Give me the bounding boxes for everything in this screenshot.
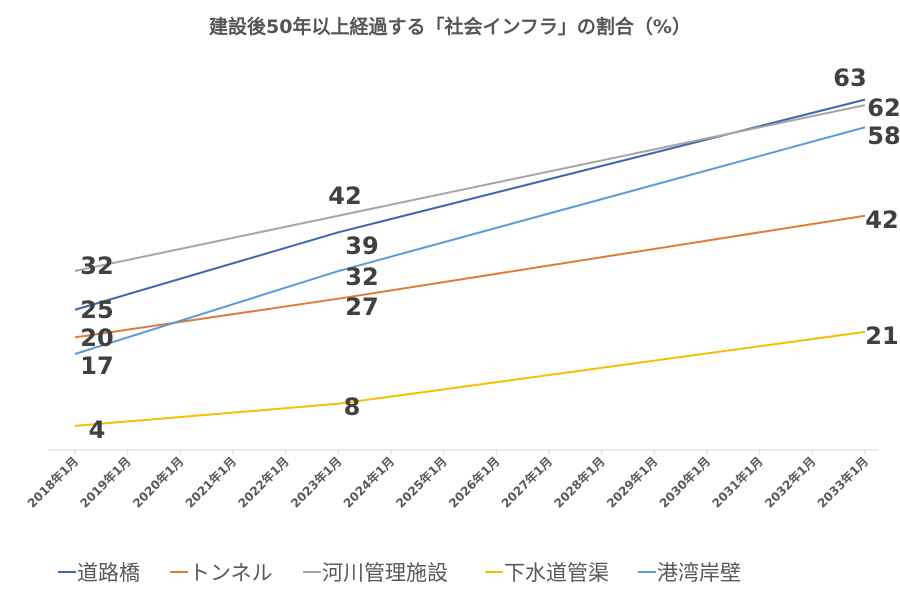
x-tick-label: 2021年1月 xyxy=(182,454,239,511)
legend-label: 河川管理施設 xyxy=(322,561,448,585)
x-tick-label: 2025年1月 xyxy=(393,454,450,511)
x-tick-label: 2032年1月 xyxy=(761,454,818,511)
series-line-2 xyxy=(74,104,866,273)
data-label: 32 xyxy=(345,263,378,291)
x-tick-label: 2031年1月 xyxy=(709,454,766,511)
x-tick-label: 2020年1月 xyxy=(129,454,186,511)
legend-item: トンネル xyxy=(170,561,273,585)
data-label: 32 xyxy=(80,252,113,280)
data-label: 58 xyxy=(867,122,900,150)
legend-item: 道路橋 xyxy=(58,561,140,585)
x-tick-label: 2022年1月 xyxy=(235,454,292,511)
legend-item: 下水道管渠 xyxy=(485,561,609,585)
data-label: 25 xyxy=(80,296,113,324)
series-line-0 xyxy=(74,98,866,311)
x-tick-label: 2018年1月 xyxy=(24,454,81,511)
data-label: 21 xyxy=(865,322,898,350)
series-line-4 xyxy=(74,126,866,355)
x-tick-label: 2019年1月 xyxy=(77,454,134,511)
series-line-1 xyxy=(74,214,866,339)
data-label: 39 xyxy=(345,232,378,260)
data-label: 4 xyxy=(89,416,106,444)
data-label: 8 xyxy=(344,393,361,421)
x-tick-label: 2029年1月 xyxy=(603,454,660,511)
data-label: 62 xyxy=(867,94,900,122)
legend-item: 河川管理施設 xyxy=(303,561,448,585)
chart-title: 建設後50年以上経過する「社会インフラ」の割合（%） xyxy=(209,15,691,38)
data-label: 20 xyxy=(80,324,113,352)
x-tick-label: 2027年1月 xyxy=(498,454,555,511)
x-tick-label: 2028年1月 xyxy=(551,454,608,511)
data-label: 42 xyxy=(865,206,898,234)
series-line-3 xyxy=(74,330,866,427)
x-tick-label: 2024年1月 xyxy=(340,454,397,511)
legend-label: トンネル xyxy=(189,561,273,585)
x-tick-label: 2023年1月 xyxy=(287,454,344,511)
data-label: 17 xyxy=(80,352,113,380)
data-label: 63 xyxy=(833,64,866,92)
legend-label: 下水道管渠 xyxy=(504,561,609,585)
legend-label: 道路橋 xyxy=(77,561,140,585)
x-tick-label: 2030年1月 xyxy=(656,454,713,511)
data-label: 42 xyxy=(328,182,361,210)
legend-item: 港湾岸壁 xyxy=(638,561,741,585)
legend-label: 港湾岸壁 xyxy=(657,561,741,585)
x-tick-label: 2033年1月 xyxy=(814,454,871,511)
data-label: 27 xyxy=(345,293,378,321)
x-tick-label: 2026年1月 xyxy=(445,454,502,511)
